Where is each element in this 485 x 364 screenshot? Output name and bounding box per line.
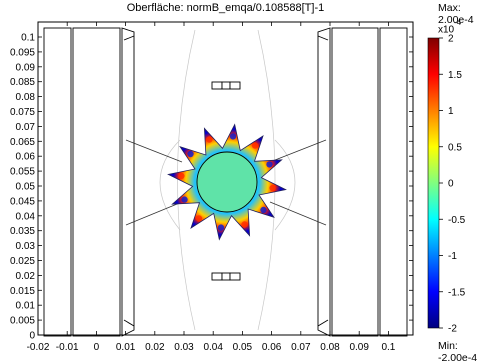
y-tick-label: 0.005: [10, 316, 35, 327]
y-tick-label: 0.09: [16, 62, 36, 73]
coil-bottom-2: [221, 272, 231, 281]
y-tick-label: 0.075: [10, 107, 35, 118]
field-spike-highlight: [187, 150, 194, 158]
plot-title: Oberfläche: normB_emqa/0.108588[T]-1: [126, 2, 325, 14]
field-spike-highlight: [229, 133, 237, 140]
coil-bottom-1: [211, 272, 223, 281]
plot-canvas[interactable]: -0.02 -0.01 0 0.01 0.02 0.03 0.04 0.05 0.06 0.07 0…: [0, 0, 485, 355]
left-block-middle: [72, 27, 121, 337]
y-tick-label: 0.055: [10, 167, 35, 178]
field-spike-highlight: [178, 172, 185, 180]
field-spike-highlight: [206, 136, 213, 143]
y-tick-label: 0.07: [16, 122, 36, 133]
field-lines: [159, 29, 296, 331]
colorbar-max-label: Max: 2.00e-4: [438, 2, 474, 26]
y-tick-label: 0: [29, 331, 35, 342]
outline-line: [125, 201, 183, 226]
field-spike-highlight: [241, 221, 248, 228]
colorbar: [427, 37, 440, 329]
field-line: [274, 139, 296, 231]
pole-pieces-bottom: [211, 272, 241, 281]
x-tick-label: -0.01: [56, 342, 79, 353]
y-tick-label: 0.01: [16, 301, 36, 312]
field-line: [177, 29, 196, 331]
y-tick-label: 0.025: [10, 256, 35, 267]
coil-top-3: [229, 81, 241, 90]
x-tick-label: 0.07: [291, 342, 311, 353]
x-tick-label: 0.02: [145, 342, 165, 353]
colorbar-ticks: 2 1.5 1 0.5 0 -0.5 -1 -1.5 -2: [439, 34, 466, 335]
y-tick-label: 0.1: [21, 33, 35, 44]
y-tick-label: 0.035: [10, 226, 35, 237]
left-block-wedge: [121, 27, 135, 337]
y-tick-label: 0.03: [16, 241, 36, 252]
colorbar-exponent-base: x10: [438, 24, 455, 36]
x-tick-label: 0.08: [320, 342, 340, 353]
right-block-wedge: [317, 27, 331, 337]
colorbar-tick-label: -1.5: [448, 287, 466, 298]
colorbar-tick-label: -0.5: [448, 215, 466, 226]
colorbar-exponent-power: -4: [454, 18, 462, 27]
x-axis: -0.02 -0.01 0 0.01 0.02 0.03 0.04 0.05 0.06 0.07 0…: [27, 22, 396, 353]
field-spike-highlight: [269, 184, 276, 192]
field-line: [159, 139, 181, 231]
x-tick-label: 0: [94, 342, 100, 353]
y-tick-label: 0.015: [10, 286, 35, 297]
x-tick-label: -0.02: [27, 342, 50, 353]
colorbar-tick-label: 1.5: [448, 70, 462, 81]
left-block-wedge-lines: [123, 35, 135, 327]
field-spike-highlight: [181, 196, 188, 203]
x-tick-label: 0.05: [233, 342, 253, 353]
y-tick-label: 0.05: [16, 182, 36, 193]
y-tick-label: 0.085: [10, 77, 35, 88]
right-block-middle: [331, 27, 379, 337]
colorbar-tick-label: -1: [448, 251, 457, 262]
x-tick-label: 0.1: [381, 342, 395, 353]
right-block-wedge-lines: [317, 35, 329, 327]
field-spike-highlight: [260, 206, 267, 214]
colorbar-tick-label: -2: [448, 324, 457, 335]
plot-frame: [37, 21, 414, 336]
coil-top-2: [221, 81, 231, 90]
outline-line: [269, 139, 327, 163]
field-spike-highlight: [266, 161, 273, 168]
y-tick-label: 0.095: [10, 47, 35, 58]
field-spike-highlight: [195, 215, 203, 222]
colorbar-tick-label: 1: [448, 106, 454, 117]
x-tick-label: 0.01: [116, 342, 136, 353]
y-tick-label: 0.02: [16, 271, 36, 282]
y-tick-label: 0.04: [16, 211, 36, 222]
colorbar-tick-label: 0: [448, 179, 454, 190]
colorbar-exponent: x10-4: [438, 18, 462, 36]
colorbar-tick-label: 2: [448, 34, 454, 45]
center-bore-circle: [196, 151, 258, 213]
x-tick-label: 0.09: [349, 342, 369, 353]
field-spike-highlight: [217, 224, 225, 231]
right-magnet-blocks: [317, 27, 408, 337]
x-tick-label: 0.03: [174, 342, 194, 353]
colorbar-tick-label: 0.5: [448, 142, 462, 153]
x-tick-label: 0.04: [203, 342, 223, 353]
y-axis: 0 0.005 0.01 0.015 0.02 0.025 0.03 0.035 0.04 0.0…: [10, 33, 413, 342]
outline-line: [269, 201, 327, 226]
right-block-outer: [379, 27, 408, 337]
left-block-outer: [43, 27, 72, 337]
x-tick-label: 0.06: [262, 342, 282, 353]
field-spike-highlight: [251, 142, 259, 149]
outline-lines: [125, 139, 327, 226]
pole-pieces-top: [211, 81, 241, 90]
field-line: [257, 29, 276, 331]
y-tick-label: 0.045: [10, 196, 35, 207]
coil-bottom-3: [229, 272, 241, 281]
y-tick-label: 0.08: [16, 92, 36, 103]
outline-line: [125, 139, 183, 163]
y-tick-label: 0.06: [16, 152, 36, 163]
y-tick-label: 0.065: [10, 137, 35, 148]
left-magnet-blocks: [43, 27, 135, 337]
coil-top-1: [211, 81, 223, 90]
